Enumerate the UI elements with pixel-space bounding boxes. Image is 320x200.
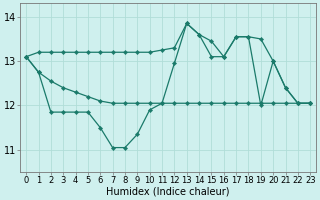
X-axis label: Humidex (Indice chaleur): Humidex (Indice chaleur) [107, 187, 230, 197]
